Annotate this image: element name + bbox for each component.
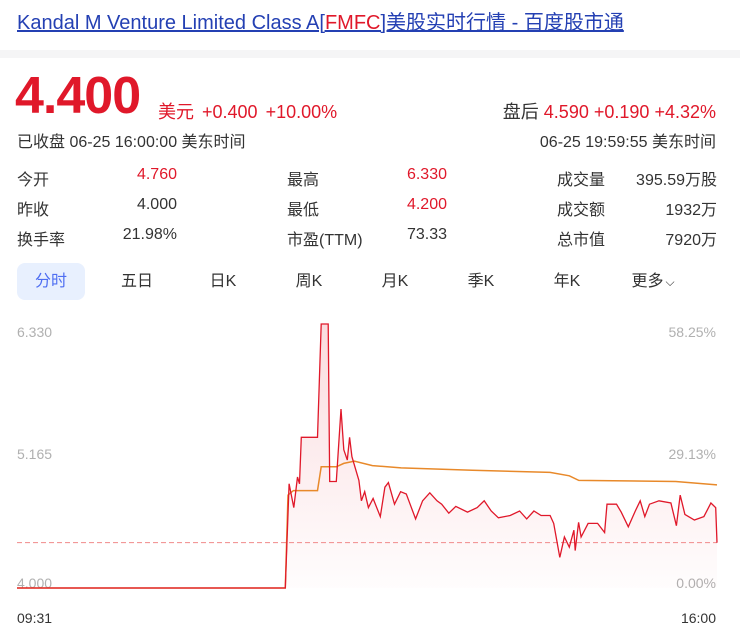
change-amount: +0.400 <box>202 102 258 122</box>
stat-value: 7920万 <box>665 232 717 249</box>
stat-value: 21.98% <box>122 226 177 243</box>
tab-label: 季K <box>467 273 495 290</box>
stat-value: 4.760 <box>136 166 177 183</box>
after-hours-change-pct: +4.32% <box>654 102 716 122</box>
y-tick-right-mid: 29.13% <box>668 446 716 462</box>
price-area-fill <box>17 324 717 588</box>
tab-label: 月K <box>381 273 409 290</box>
stat-value: 1932万 <box>665 202 717 219</box>
stat-label: 昨收 <box>17 202 50 219</box>
x-tick-end: 16:00 <box>680 610 716 626</box>
last-price: 4.400 <box>15 67 141 125</box>
stat-label: 今开 <box>17 172 50 189</box>
stat-label: 成交额 <box>557 202 606 219</box>
stat-label: 换手率 <box>17 232 66 249</box>
stat-label: 最低 <box>287 202 320 219</box>
after-hours-price: 4.590 <box>543 102 589 122</box>
intraday-chart[interactable] <box>0 310 740 610</box>
tab-label: 日K <box>209 273 237 290</box>
stat-value: 395.59万股 <box>636 172 717 189</box>
ticker-code: FMFC <box>324 12 381 34</box>
y-tick-right-top: 58.25% <box>668 324 716 340</box>
tab-1[interactable]: 五日 <box>103 263 171 300</box>
title-prefix: Kandal M Venture Limited Class A[ <box>17 12 325 34</box>
stat-value: 4.000 <box>136 196 177 213</box>
x-tick-start: 09:31 <box>17 610 53 626</box>
chevron-down-icon: ⌵ <box>665 275 675 289</box>
after-hours-time: 06-25 19:59:55 美东时间 <box>539 134 716 151</box>
divider-band <box>0 50 740 58</box>
market-status: 已收盘 06-25 16:00:00 美东时间 <box>17 134 246 151</box>
stat-label: 成交量 <box>557 172 606 189</box>
average-price-line <box>17 460 718 589</box>
stat-value: 4.200 <box>406 196 447 213</box>
stat-label: 最高 <box>287 172 320 189</box>
page-title-link[interactable]: Kandal M Venture Limited Class A[FMFC]美股… <box>17 6 624 35</box>
stat-label: 总市值 <box>557 232 606 249</box>
stat-value: 6.330 <box>406 166 447 183</box>
tab-label: 更多 <box>631 273 664 290</box>
y-tick-left-bottom: 4.000 <box>17 575 53 591</box>
tab-3[interactable]: 周K <box>275 263 343 300</box>
tab-label: 分时 <box>34 273 67 290</box>
y-tick-left-mid: 5.165 <box>17 446 53 462</box>
tab-6[interactable]: 年K <box>533 263 601 300</box>
after-hours-label: 盘后 <box>502 102 539 122</box>
stat-label: 市盈(TTM) <box>287 232 363 249</box>
title-suffix: ]美股实时行情 - 百度股市通 <box>380 12 624 34</box>
tab-label: 五日 <box>120 273 153 290</box>
after-hours-change: +0.190 <box>593 102 650 122</box>
price-line <box>17 323 718 589</box>
tab-label: 周K <box>295 273 323 290</box>
tab-7[interactable]: 更多 ⌵ <box>619 263 687 300</box>
currency: 美元 <box>158 102 194 122</box>
tab-label: 年K <box>553 273 581 290</box>
tab-4[interactable]: 月K <box>361 263 429 300</box>
tab-2[interactable]: 日K <box>189 263 257 300</box>
stat-value: 73.33 <box>406 226 447 243</box>
tab-0[interactable]: 分时 <box>17 263 85 300</box>
tab-5[interactable]: 季K <box>447 263 515 300</box>
after-hours-quote: 盘后 4.590 +0.190 +4.32% <box>503 98 716 124</box>
change-percent: +10.00% <box>265 102 338 122</box>
price-change: 美元 +0.400 +10.00% <box>158 98 345 124</box>
y-tick-left-top: 6.330 <box>17 324 53 340</box>
